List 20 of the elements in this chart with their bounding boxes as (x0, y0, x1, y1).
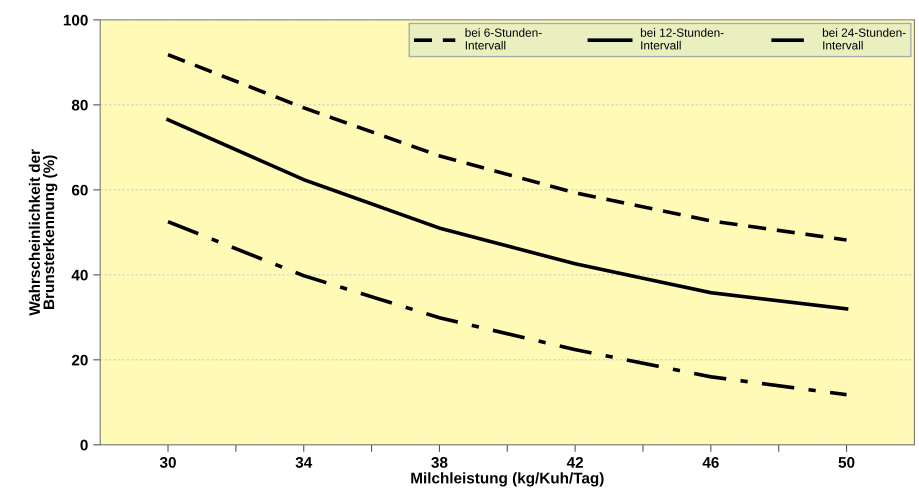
line-series (166, 118, 848, 311)
x-tick-label: 38 (431, 457, 448, 468)
x-tick-label: 50 (838, 457, 854, 468)
x-tick-label: 34 (296, 457, 312, 468)
y-tick-label: 80 (72, 100, 88, 111)
y-tick-label: 0 (80, 440, 88, 450)
y-axis-title: Wahrscheinlichkeit der Brunsterkennung (%) (28, 149, 58, 316)
legend-label: bei 6-Stunden- Intervall (465, 28, 542, 50)
legend-label: bei 12-Stunden- Intervall (640, 28, 724, 50)
x-tick-label: 30 (160, 457, 176, 468)
x-tick-label: 46 (702, 457, 719, 468)
y-tick-label: 60 (72, 184, 88, 196)
legend-label: bei 24-Stunden- Intervall (822, 28, 906, 50)
x-axis-title: Milchleistung (kg/Kuh/Tag) (411, 472, 604, 487)
line-series (166, 52, 848, 242)
line-series (166, 220, 848, 396)
y-tick-label: 100 (64, 14, 88, 26)
y-tick-label: 40 (72, 270, 88, 281)
x-tick-label: 42 (566, 457, 584, 468)
y-tick-label: 20 (72, 354, 88, 366)
